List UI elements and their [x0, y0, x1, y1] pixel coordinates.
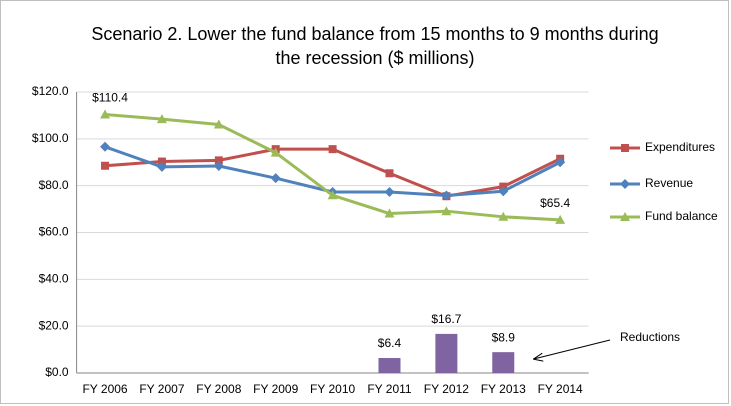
x-tick-label: FY 2008 [196, 382, 241, 396]
marker [620, 212, 630, 221]
data-label: $6.4 [378, 336, 402, 350]
annotation-label: Reductions [620, 330, 680, 344]
marker [327, 190, 338, 200]
x-tick-label: FY 2007 [139, 382, 184, 396]
y-tick-label: $40.0 [39, 272, 69, 286]
marker [100, 141, 111, 152]
marker [384, 186, 395, 197]
legend-label: Revenue [645, 176, 693, 190]
x-tick-label: FY 2006 [82, 382, 127, 396]
y-tick-label: $20.0 [39, 318, 69, 332]
marker [555, 214, 566, 224]
arrow-head [532, 352, 544, 362]
marker [498, 186, 509, 197]
x-tick-label: FY 2012 [424, 382, 469, 396]
marker [621, 144, 629, 152]
x-tick-label: FY 2011 [367, 382, 412, 396]
marker [213, 160, 224, 171]
marker [441, 190, 452, 201]
data-label: $65.4 [540, 196, 570, 210]
y-tick-label: $100.0 [32, 131, 69, 145]
bar [378, 358, 401, 373]
annotation-arrow [533, 339, 611, 360]
marker [156, 114, 167, 124]
x-tick-label: FY 2010 [310, 382, 355, 396]
data-label: $8.9 [492, 330, 516, 344]
bar [492, 352, 515, 373]
x-tick-label: FY 2009 [253, 382, 298, 396]
marker [101, 161, 110, 170]
marker [214, 156, 223, 165]
marker [620, 179, 630, 189]
marker [100, 109, 111, 119]
marker [270, 147, 281, 157]
marker [328, 145, 337, 154]
data-label: $110.4 [92, 91, 128, 105]
marker [270, 173, 281, 184]
marker [441, 206, 452, 216]
data-label: $16.7 [431, 312, 461, 326]
marker [498, 211, 509, 221]
x-tick-label: FY 2013 [481, 382, 526, 396]
y-tick-label: $80.0 [39, 178, 69, 192]
chart-title: Scenario 2. Lower the fund balance from … [91, 24, 659, 68]
legend-label: Expenditures [645, 140, 715, 154]
marker [157, 157, 166, 166]
y-tick-label: $60.0 [39, 225, 69, 239]
y-tick-label: $0.0 [45, 365, 69, 379]
marker [156, 161, 167, 172]
bar [435, 333, 458, 373]
y-tick-label: $120.0 [32, 84, 69, 98]
marker [384, 208, 395, 218]
legend-label: Fund balance [645, 209, 718, 223]
marker [213, 119, 224, 129]
x-tick-label: FY 2014 [538, 382, 583, 396]
marker [555, 157, 566, 168]
marker [385, 169, 394, 178]
